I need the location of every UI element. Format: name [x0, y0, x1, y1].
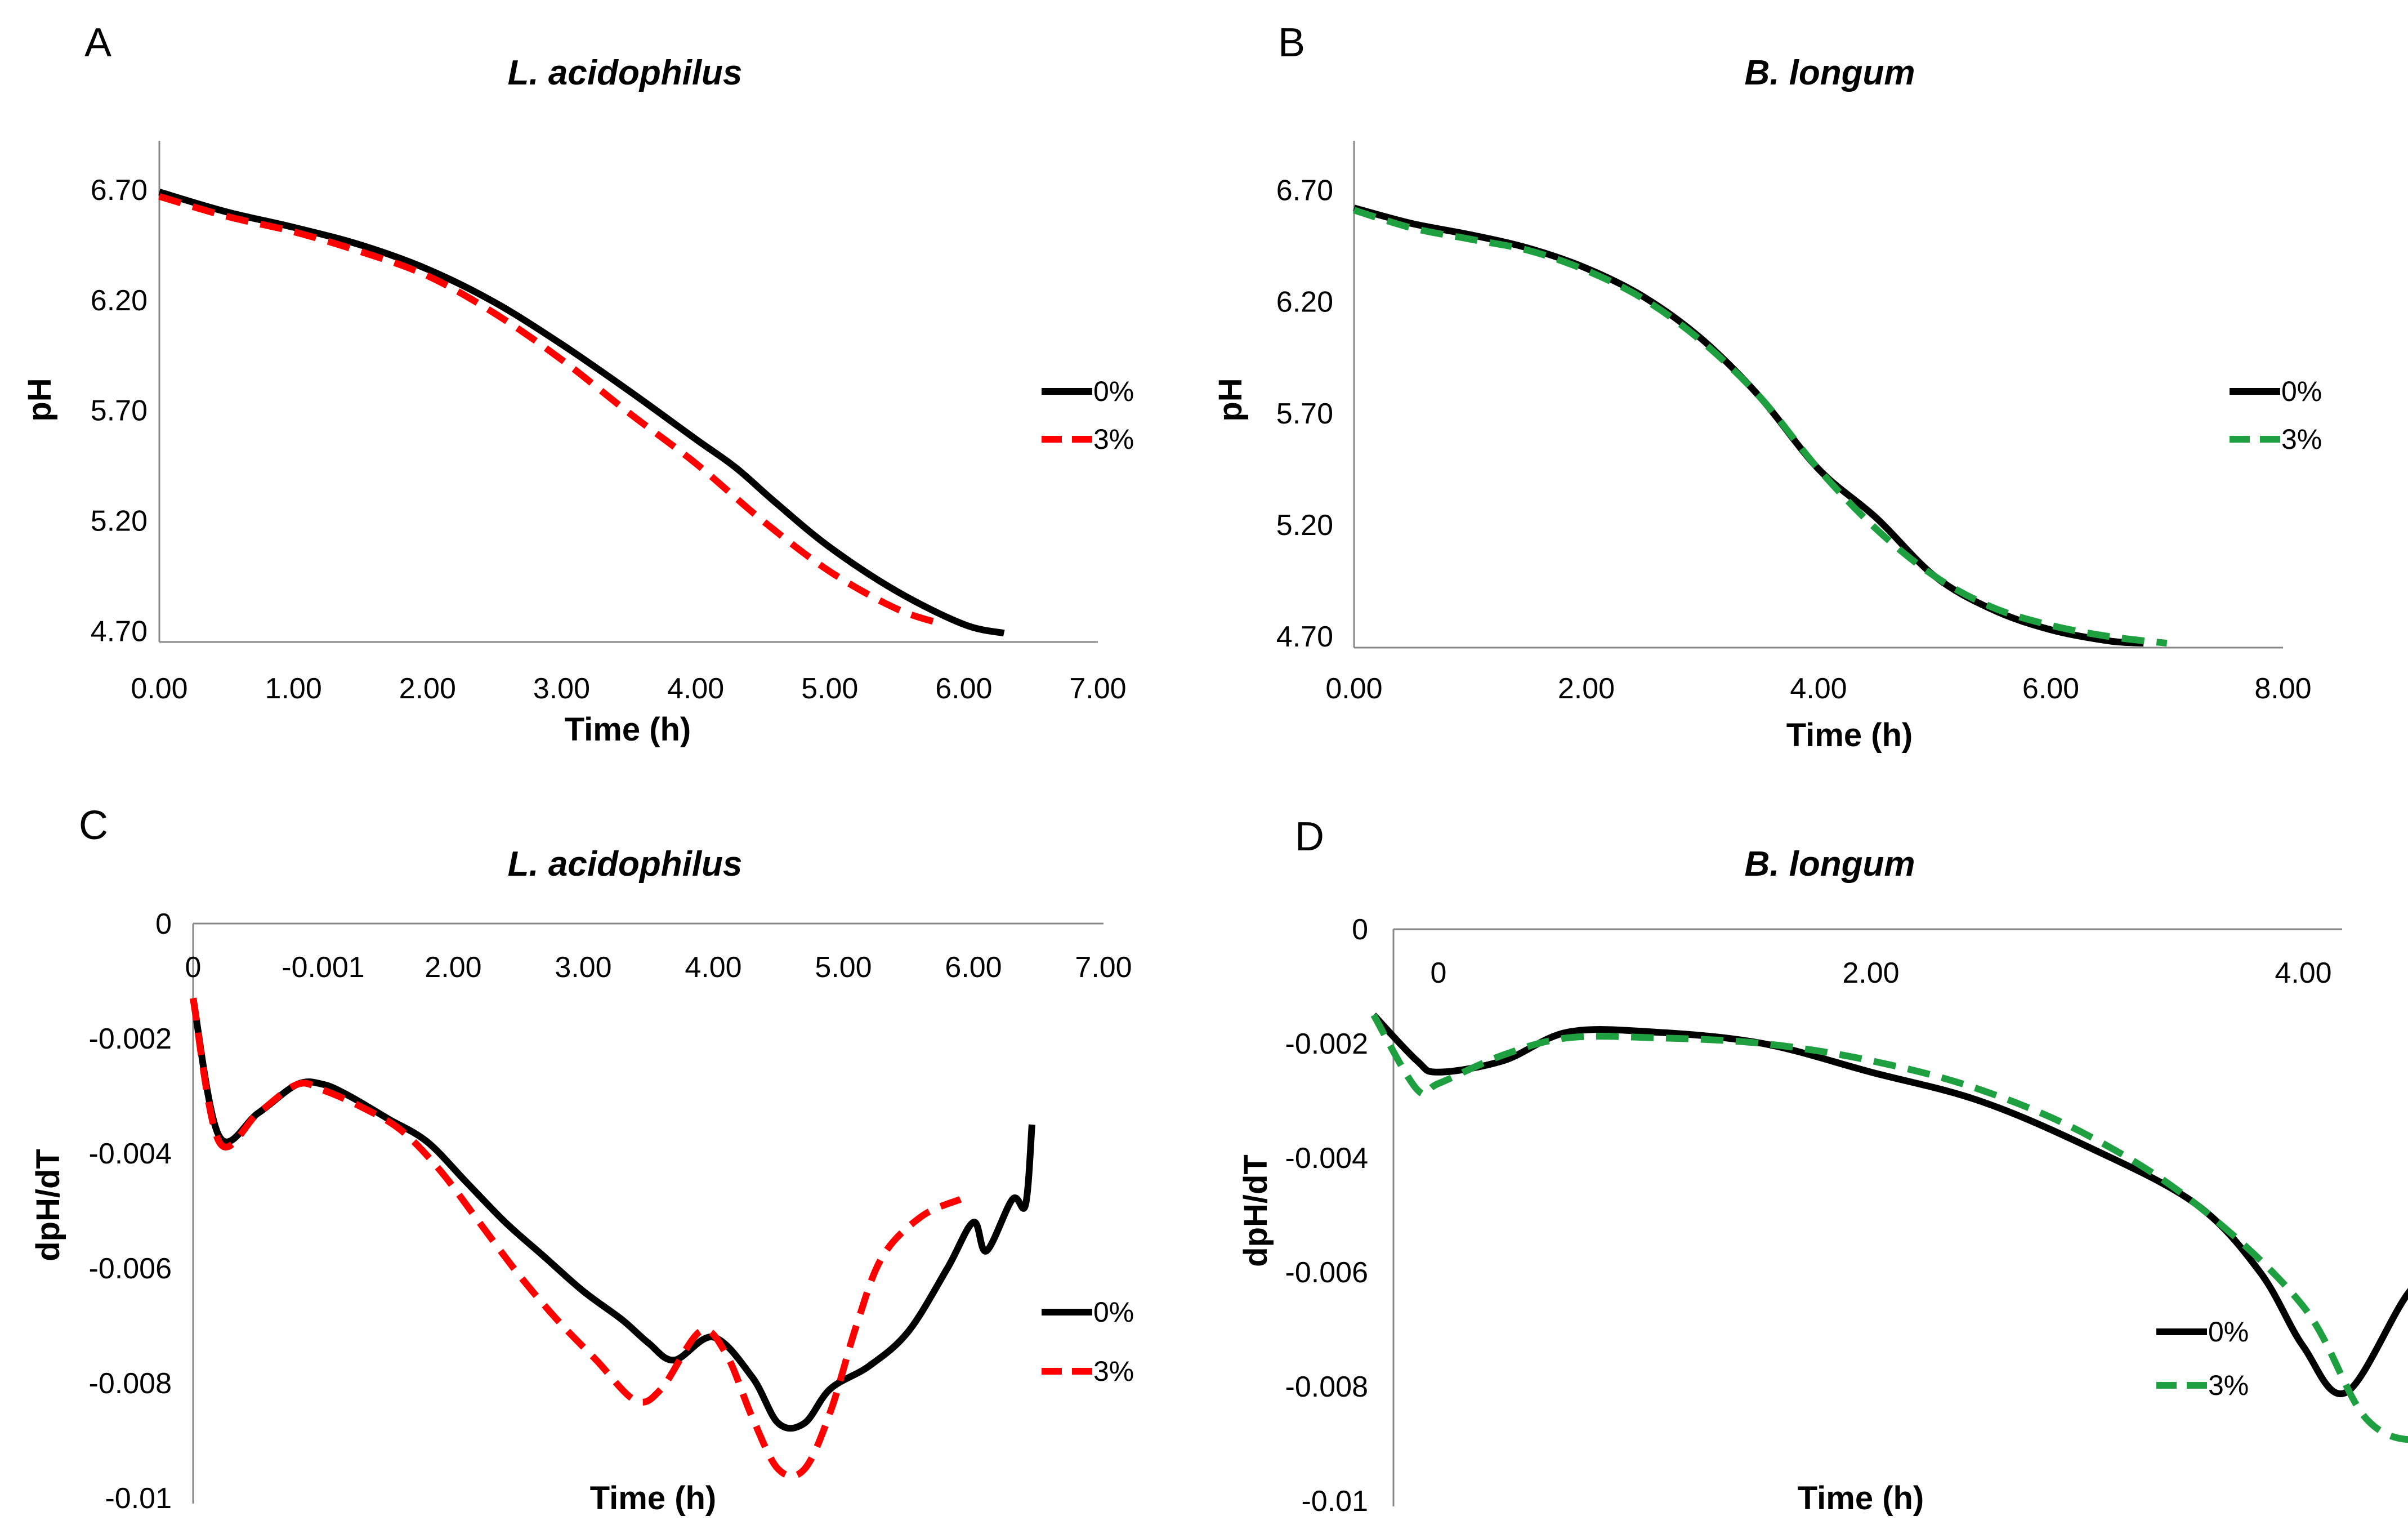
panel-d-y-tick-label: -0.002 — [1285, 1028, 1368, 1060]
panel-d-y-tick-label: -0.004 — [1285, 1142, 1368, 1175]
panel-c-x-tick-label: 7.00 — [1075, 951, 1132, 984]
panel-a-letter: A — [84, 20, 111, 65]
panel-a-x-tick-label: 2.00 — [399, 672, 456, 705]
panel-c-x-tick-label: 6.00 — [945, 951, 1002, 984]
panel-b-legend-label: 3% — [2281, 423, 2322, 455]
panel-a-y-tick-label: 4.70 — [91, 615, 148, 648]
panel-d: D B. longum 0 -0.002 -0.004 -0.006 -0.008 -0.01… — [1237, 814, 2408, 1518]
panel-a-y-tick-label: 6.20 — [91, 284, 148, 317]
panel-a-x-tick-label: 4.00 — [667, 672, 724, 705]
panel-a-x-tick-label: 0.00 — [131, 672, 187, 705]
panel-d-legend-label: 0% — [2208, 1316, 2249, 1348]
panel-b-x-axis-label: Time (h) — [1786, 717, 1913, 753]
panel-a-x-tick-label: 3.00 — [533, 672, 590, 705]
panel-a-y-tick-label: 6.70 — [91, 174, 148, 207]
panel-c-x-axis-label: Time (h) — [590, 1480, 717, 1517]
panel-b-series-treatment-line — [1353, 207, 2168, 647]
panel-c-y-axis-label: dpH/dT — [30, 1149, 66, 1261]
panel-a-series-treatment-line — [158, 193, 945, 628]
panel-a-legend-label: 3% — [1093, 423, 1134, 455]
panel-d-x-tick-label: 2.00 — [1842, 957, 1899, 989]
panel-b: B B. longum 6.70 6.20 5.70 5.20 4.70 0.00 2.00 4.… — [1212, 20, 2322, 753]
panel-d-y-tick-label: -0.01 — [1301, 1485, 1368, 1518]
panel-a-x-tick-label: 5.00 — [801, 672, 858, 705]
panel-c-series-control-line — [190, 997, 1035, 1432]
panel-c: C L. acidophilus 0 -0.002 -0.004 -0.006 -0.008… — [30, 803, 1134, 1517]
panel-d-x-tick-label: 0 — [1431, 957, 1447, 989]
panel-d-x-tick-label: 4.00 — [2275, 957, 2331, 989]
panel-d-letter: D — [1295, 814, 1324, 859]
panel-c-y-tick-label: -0.002 — [89, 1023, 172, 1055]
panel-b-y-tick-label: 5.70 — [1276, 398, 1333, 430]
panel-b-letter: B — [1278, 20, 1305, 65]
panel-c-x-tick-label: 0 — [185, 951, 202, 984]
panel-c-letter: C — [79, 803, 108, 848]
panel-c-y-tick-label: -0.004 — [89, 1138, 172, 1170]
panel-b-y-tick-label: 6.20 — [1276, 286, 1333, 319]
panel-c-x-tick-label: 5.00 — [815, 951, 872, 984]
panel-c-legend-label: 0% — [1093, 1296, 1134, 1328]
panel-d-legend-label: 3% — [2208, 1370, 2249, 1401]
panel-b-y-axis-label: pH — [1212, 378, 1249, 421]
panel-c-y-tick-label: -0.006 — [89, 1252, 172, 1285]
panel-d-y-tick-label: 0 — [1352, 913, 1368, 946]
panel-c-title: L. acidophilus — [508, 845, 743, 884]
panel-b-x-tick-label: 8.00 — [2254, 672, 2311, 705]
panel-d-x-axis-label: Time (h) — [1798, 1480, 1924, 1517]
panel-d-series-treatment-line — [1370, 1013, 2408, 1443]
panel-b-title: B. longum — [1744, 53, 1915, 92]
panel-a-x-tick-label: 7.00 — [1069, 672, 1126, 705]
panel-a-y-tick-label: 5.70 — [91, 395, 148, 427]
panel-c-x-tick-label: 2.00 — [425, 951, 481, 984]
panel-b-x-tick-label: 0.00 — [1325, 672, 1382, 705]
panel-a-x-axis-label: Time (h) — [565, 711, 691, 748]
panel-d-series-control-line — [1371, 1013, 2408, 1397]
panel-b-x-tick-label: 4.00 — [1790, 672, 1847, 705]
panel-c-y-tick-label: -0.01 — [105, 1482, 172, 1515]
panel-b-x-tick-label: 2.00 — [1558, 672, 1615, 705]
panel-d-y-axis-label: dpH/dT — [1237, 1154, 1274, 1267]
panel-c-y-tick-label: 0 — [155, 908, 172, 940]
panel-b-y-tick-label: 5.20 — [1276, 509, 1333, 542]
panel-c-y-tick-label: -0.008 — [89, 1367, 172, 1400]
panel-b-y-tick-label: 6.70 — [1276, 175, 1333, 207]
panel-d-y-tick-label: -0.006 — [1285, 1256, 1368, 1289]
panel-a-x-tick-label: 1.00 — [265, 672, 322, 705]
panel-b-y-tick-label: 4.70 — [1276, 621, 1333, 653]
panel-c-x-tick-label: -0.001 — [282, 951, 364, 984]
panel-a-y-axis-label: pH — [21, 378, 58, 421]
panel-a-y-tick-label: 5.20 — [91, 505, 148, 538]
panel-b-legend-label: 0% — [2281, 376, 2322, 407]
panel-b-series-control-line — [1353, 204, 2144, 647]
panel-a-legend-label: 0% — [1093, 376, 1134, 407]
panel-a-series-control-line — [158, 189, 1005, 637]
panel-b-x-tick-label: 6.00 — [2022, 672, 2079, 705]
panel-a-title: L. acidophilus — [508, 53, 743, 92]
panel-c-legend-label: 3% — [1093, 1355, 1134, 1387]
panel-a: A L. acidophilus 6.70 6.20 5.70 5.20 4.70 0.00 1… — [21, 20, 1134, 748]
panel-c-x-tick-label: 4.00 — [685, 951, 741, 984]
panel-d-y-tick-label: -0.008 — [1285, 1371, 1368, 1403]
panel-c-series-treatment-line — [190, 997, 962, 1480]
panel-c-x-tick-label: 3.00 — [555, 951, 611, 984]
panel-d-title: B. longum — [1744, 845, 1915, 884]
panel-a-x-tick-label: 6.00 — [935, 672, 992, 705]
